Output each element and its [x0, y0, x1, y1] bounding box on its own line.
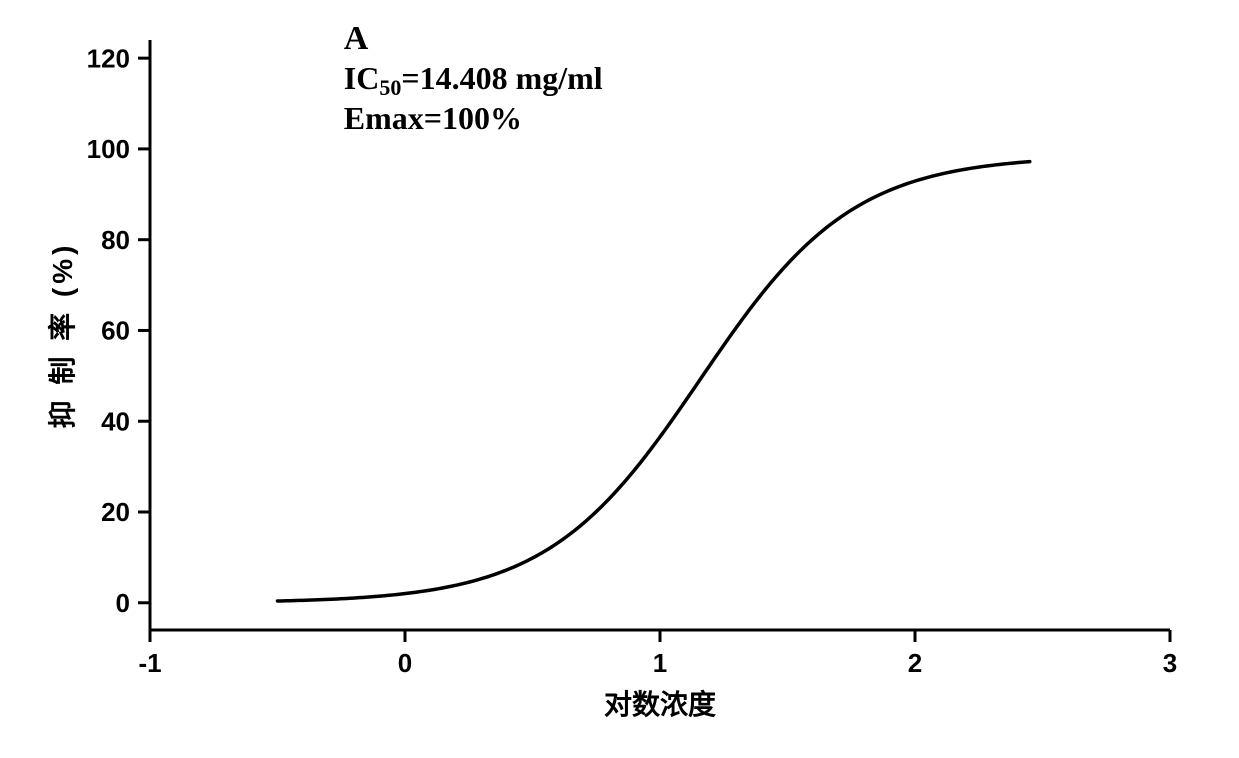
dose-response-chart: -1 0 1 2 3 对数浓度 0 20 40 60 80 100 120 抑 制 率 (%) AIC50=… — [0, 0, 1239, 758]
y-tick-label: 20 — [101, 497, 130, 527]
y-tick-label: 100 — [87, 134, 130, 164]
panel-label: A — [344, 20, 369, 57]
y-tick-label: 40 — [101, 406, 130, 436]
ic50-annotation: IC50=14.408 mg/ml — [344, 60, 603, 100]
y-tick-label: 60 — [101, 316, 130, 346]
y-tick-label: 80 — [101, 225, 130, 255]
chart-svg: -1 0 1 2 3 对数浓度 0 20 40 60 80 100 120 抑 制 率 (%) AIC50=… — [0, 0, 1239, 758]
x-axis-title: 对数浓度 — [604, 689, 716, 720]
emax-annotation: Emax=100% — [344, 100, 522, 136]
x-tick-label: 0 — [398, 648, 412, 678]
dose-response-curve — [278, 162, 1030, 601]
x-tick-label: 3 — [1163, 648, 1177, 678]
x-tick-label: 2 — [908, 648, 922, 678]
x-tick-label: -1 — [138, 648, 161, 678]
y-axis-title: 抑 制 率 (%) — [46, 242, 78, 429]
y-tick-label: 0 — [116, 588, 130, 618]
y-tick-label: 120 — [87, 43, 130, 73]
x-tick-label: 1 — [653, 648, 667, 678]
